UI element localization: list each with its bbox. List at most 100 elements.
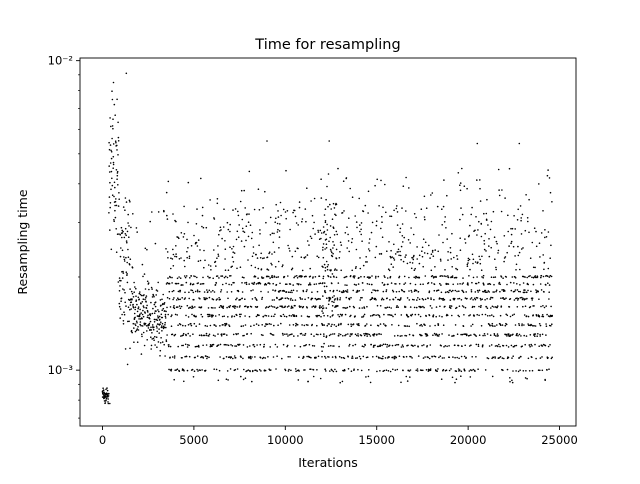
data-point <box>112 155 115 158</box>
data-point <box>166 334 168 336</box>
data-point <box>318 282 320 285</box>
data-point <box>288 305 290 307</box>
data-point <box>352 323 355 325</box>
data-point <box>223 315 225 318</box>
data-point <box>126 363 129 366</box>
data-point <box>520 248 523 250</box>
data-point <box>112 81 115 84</box>
data-point <box>144 324 146 326</box>
data-point <box>304 256 307 258</box>
data-point <box>228 306 231 309</box>
data-point <box>396 224 399 226</box>
data-point <box>350 241 353 244</box>
data-point <box>499 314 502 317</box>
data-point <box>402 260 405 263</box>
data-point <box>177 298 180 301</box>
data-point <box>308 283 311 286</box>
data-point <box>108 171 111 173</box>
data-point <box>119 255 122 258</box>
data-point <box>246 333 249 335</box>
data-point <box>288 334 291 336</box>
data-point <box>470 213 473 216</box>
data-point <box>331 255 334 258</box>
data-point <box>322 305 324 307</box>
data-point <box>468 314 470 317</box>
data-point <box>164 321 166 324</box>
data-point <box>244 298 246 301</box>
data-point <box>216 257 218 260</box>
data-point <box>517 254 520 257</box>
data-point <box>434 355 437 358</box>
data-point <box>423 216 426 218</box>
data-point <box>179 323 182 326</box>
data-point <box>526 297 528 300</box>
data-point <box>388 306 391 309</box>
data-point <box>548 368 550 371</box>
data-point <box>392 368 394 371</box>
data-point <box>539 369 541 372</box>
data-point <box>399 231 401 233</box>
data-point <box>209 324 212 327</box>
data-point <box>375 245 378 248</box>
data-point <box>257 267 260 270</box>
data-point <box>207 315 209 318</box>
data-point <box>156 319 159 322</box>
data-point <box>392 290 395 293</box>
data-point <box>232 209 234 211</box>
data-point <box>347 368 350 370</box>
data-point <box>156 346 158 349</box>
data-point <box>408 187 410 189</box>
data-point <box>459 218 461 221</box>
data-point <box>471 369 473 372</box>
data-point <box>394 296 397 299</box>
data-point <box>379 370 381 372</box>
data-point <box>172 265 175 267</box>
data-point <box>392 257 395 260</box>
data-point <box>484 369 487 371</box>
data-point <box>223 333 226 335</box>
data-point <box>442 297 445 300</box>
data-point <box>152 337 155 340</box>
data-point <box>371 221 374 224</box>
data-point <box>307 380 309 383</box>
data-point <box>160 313 163 316</box>
data-point <box>197 282 200 284</box>
data-point <box>425 369 428 371</box>
data-point <box>182 284 184 286</box>
data-point <box>316 324 318 327</box>
data-point <box>259 282 262 285</box>
data-point <box>461 283 464 285</box>
data-point <box>306 187 308 189</box>
data-point <box>489 228 492 231</box>
data-point <box>333 333 336 335</box>
data-point <box>428 357 431 360</box>
data-point <box>326 229 329 231</box>
data-point <box>150 326 152 329</box>
data-point <box>437 289 440 292</box>
data-point <box>551 323 553 326</box>
data-point <box>159 349 162 352</box>
data-point <box>239 200 242 203</box>
data-point <box>109 229 111 231</box>
data-point <box>364 324 367 327</box>
data-point <box>283 315 286 318</box>
data-point <box>348 343 351 346</box>
data-point <box>180 232 183 234</box>
data-point <box>368 242 370 244</box>
data-point <box>280 322 282 325</box>
x-tick-label: 10000 <box>267 433 304 447</box>
data-point <box>514 277 517 279</box>
data-point <box>343 357 346 360</box>
data-point <box>499 290 501 293</box>
data-point <box>188 257 191 260</box>
data-point <box>304 208 307 210</box>
data-point <box>440 291 443 294</box>
data-point <box>251 356 253 358</box>
data-point <box>305 290 308 293</box>
data-point <box>321 324 324 327</box>
data-point <box>412 257 414 259</box>
data-point <box>175 255 178 258</box>
data-point <box>334 203 337 206</box>
data-point <box>256 370 259 372</box>
data-point <box>416 276 419 279</box>
